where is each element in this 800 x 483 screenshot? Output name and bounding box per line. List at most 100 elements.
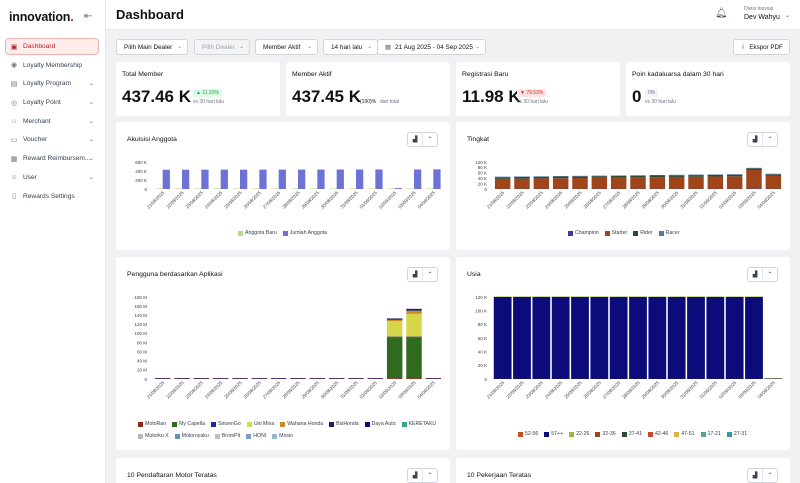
chart-type-icon[interactable]: ▟ <box>748 268 763 281</box>
bar-segment <box>746 169 762 189</box>
legend-item[interactable]: 57++ <box>544 431 563 437</box>
legend-swatch <box>658 230 664 236</box>
bar-segment <box>688 176 704 189</box>
legend-item[interactable]: HONI <box>246 433 266 439</box>
app-users-chart: 180 M 160 M 140 M 120 M 100 M 80 M 60 M 40 M 20 … <box>134 295 442 400</box>
bar <box>290 188 298 189</box>
y-tick-label: 200 K <box>135 178 147 183</box>
x-tick-label: 01/09/2025 <box>699 380 719 400</box>
legend-swatch <box>674 431 680 437</box>
chevron-down-icon[interactable]: ⌄ <box>785 13 791 19</box>
chart-actions: ▟ ⌃ <box>747 468 778 483</box>
bar-segment <box>687 296 705 379</box>
chevron-down-icon: ⌄ <box>88 81 94 88</box>
legend-item[interactable]: My Capella <box>172 421 205 427</box>
bar-segment <box>707 174 724 175</box>
legend-swatch <box>174 433 180 439</box>
legend-item[interactable]: 47-51 <box>674 431 695 437</box>
y-tick-label: 100 M <box>134 331 147 336</box>
sidebar-item-rewards-settings[interactable]: ▯ Rewards Settings <box>5 188 99 205</box>
chevron-up-icon[interactable]: ⌃ <box>767 137 773 143</box>
bell-icon[interactable]: 🔔︎ <box>715 8 728 19</box>
chevron-up-icon[interactable]: ⌃ <box>427 272 433 278</box>
legend-item[interactable]: 52-56 <box>518 431 538 437</box>
sidebar-item-loyalty-program[interactable]: ▤ Loyalty Program ⌄ <box>10 80 94 88</box>
legend-item[interactable]: SinsenGo <box>211 421 241 427</box>
chart-card-acquisition: Akuisisi Anggota ▟ ⌃ 600 K 400 K 200 K 0 21/0… <box>116 122 450 250</box>
stat-percent: (100)% <box>360 99 377 105</box>
stat-card-expiring-points: Poin kadaluarsa dalam 30 hari 0 0% vs 30… <box>626 62 790 116</box>
legend-item[interactable]: 42-46 <box>647 431 668 437</box>
legend-swatch <box>726 431 732 437</box>
legend-label: 22-26 <box>576 431 590 437</box>
legend-item[interactable]: Uni Mina <box>246 421 274 427</box>
bar-segment <box>667 296 686 297</box>
chart-type-icon[interactable]: ▟ <box>408 133 423 146</box>
bar-segment <box>746 167 762 169</box>
acquisition-chart: 600 K 400 K 200 K 021/08/2025 22/08/2025 23/0… <box>135 160 441 210</box>
legend-label: Racer <box>665 230 680 236</box>
bar-segment <box>726 174 743 175</box>
chart-type-icon[interactable]: ▟ <box>408 469 423 482</box>
legend-swatch <box>246 433 252 439</box>
chevron-up-icon[interactable]: ⌃ <box>427 473 433 479</box>
bar-segment <box>513 296 531 379</box>
chevron-up-icon[interactable]: ⌃ <box>767 272 773 278</box>
legend-item[interactable]: Motorku X <box>138 433 169 439</box>
sidebar-item-user[interactable]: ☺ User ⌄ <box>10 173 94 181</box>
date-range-picker[interactable]: ▦ 21 Aug 2025 - 04 Sep 2025 ⌄ <box>377 39 486 55</box>
legend-item[interactable]: 32-36 <box>595 431 616 437</box>
chart-type-icon[interactable]: ▟ <box>748 469 763 482</box>
chevron-up-icon[interactable]: ⌃ <box>427 137 433 143</box>
stat-label: Registrasi Baru <box>462 71 509 78</box>
bar-segment <box>193 378 210 379</box>
legend-item[interactable]: Racer <box>658 230 680 236</box>
sidebar-item-merchant[interactable]: ⌂ Merchant ⌄ <box>11 117 94 125</box>
legend-item[interactable]: Starter <box>604 230 627 236</box>
legend-item[interactable]: 27-31 <box>726 431 747 437</box>
legend-item[interactable]: Daya Auto <box>364 421 396 427</box>
sidebar-item-reward-reimbursement[interactable]: ▦ Reward Reimbursem... ⌄ <box>10 155 94 163</box>
y-tick-label: 80 K <box>478 322 487 327</box>
sidebar-item-loyalty-point[interactable]: ◎ Loyalty Point ⌄ <box>10 99 94 107</box>
y-tick-label: 100 K <box>475 308 487 313</box>
sidebar-item-voucher[interactable]: ▭ Voucher ⌄ <box>10 136 94 144</box>
bar-segment <box>688 174 704 176</box>
legend-item[interactable]: Mosio <box>272 433 293 439</box>
x-tick-label: 29/08/2025 <box>641 190 661 210</box>
legend-item[interactable]: BisHonda <box>329 421 359 427</box>
legend-item[interactable]: Wahana Honda <box>280 421 323 427</box>
legend-item[interactable]: Rider <box>633 230 653 236</box>
x-tick-label: 27/08/2025 <box>602 380 622 400</box>
main-dealer-select[interactable]: Pilih Main Dealer ⌄ <box>116 39 188 55</box>
legend-item[interactable]: Motoroyaku <box>174 433 209 439</box>
legend-item[interactable]: Anggota Baru <box>238 230 277 236</box>
legend-item[interactable]: Jumlah Anggota <box>282 230 327 236</box>
chart-type-icon[interactable]: ▟ <box>408 268 423 281</box>
chart-type-icon[interactable]: ▟ <box>748 133 763 146</box>
bar-segment <box>348 378 364 379</box>
users-icon: ◉ <box>10 62 18 70</box>
bar-segment <box>533 178 550 189</box>
legend-item[interactable]: 37-41 <box>621 431 642 437</box>
legend-item[interactable]: BromPit <box>214 433 240 439</box>
app-logo[interactable]: innovation. <box>9 10 74 24</box>
legend-item[interactable]: 17-21 <box>700 431 721 437</box>
stat-value: 437.46 K <box>122 87 191 106</box>
sidebar-item-dashboard[interactable]: ▣ Dashboard <box>5 38 99 55</box>
user-menu[interactable]: Divisi Inovasi Dev Wahyu <box>744 6 780 21</box>
sidebar-item-loyalty-membership[interactable]: ◉ Loyalty Membership <box>10 61 83 70</box>
period-select[interactable]: 14 hari lalu ⌄ <box>323 39 378 55</box>
legend-item[interactable]: MotoRan <box>138 421 166 427</box>
export-pdf-button[interactable]: ⇩ Ekspor PDF <box>733 39 790 55</box>
member-status-select[interactable]: Member Aktif ⌄ <box>255 39 318 55</box>
chevron-up-icon[interactable]: ⌃ <box>767 473 773 479</box>
legend-item[interactable]: Champion <box>568 230 599 236</box>
legend-item[interactable]: KERETAKU <box>401 421 436 427</box>
bar-segment <box>726 174 743 177</box>
legend-item[interactable]: 22-26 <box>569 431 589 437</box>
bar-segment <box>367 378 384 379</box>
stat-label: Total Member <box>122 71 164 78</box>
x-tick-label: 27/08/2025 <box>602 190 622 210</box>
collapse-sidebar-icon[interactable]: ⇤ <box>84 11 93 22</box>
